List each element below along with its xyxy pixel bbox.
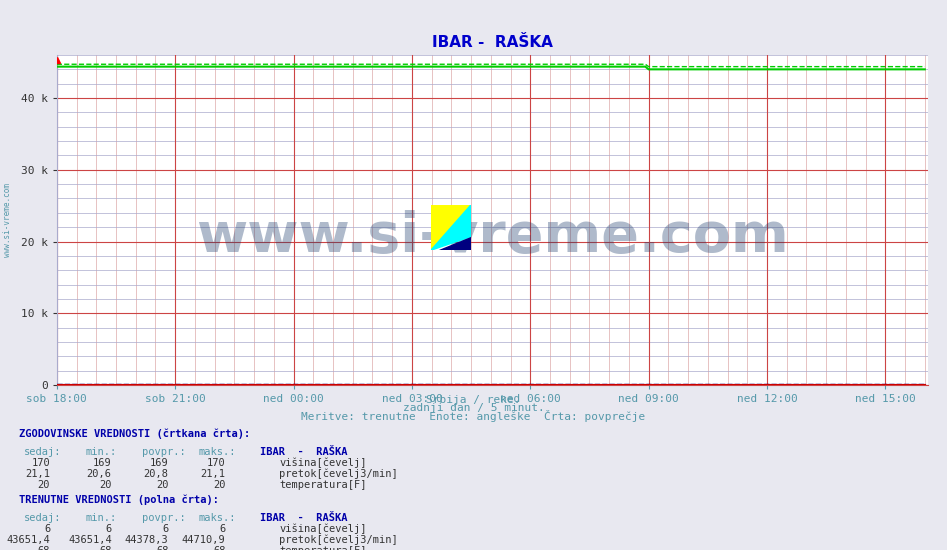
Text: 6: 6 — [44, 524, 50, 534]
Text: 44378,3: 44378,3 — [125, 535, 169, 545]
Text: 20: 20 — [156, 480, 169, 490]
Text: 169: 169 — [93, 458, 112, 468]
Text: Srbija / reke.: Srbija / reke. — [426, 394, 521, 405]
Text: 43651,4: 43651,4 — [7, 535, 50, 545]
Polygon shape — [431, 205, 471, 250]
Text: 6: 6 — [219, 524, 225, 534]
Text: maks.:: maks.: — [199, 447, 237, 457]
Text: 21,1: 21,1 — [201, 469, 225, 479]
Text: 43651,4: 43651,4 — [68, 535, 112, 545]
Text: 68: 68 — [213, 546, 225, 550]
Polygon shape — [431, 205, 471, 250]
Text: 6: 6 — [162, 524, 169, 534]
Text: maks.:: maks.: — [199, 513, 237, 523]
Text: TRENUTNE VREDNOSTI (polna črta):: TRENUTNE VREDNOSTI (polna črta): — [19, 495, 219, 505]
Text: 20: 20 — [99, 480, 112, 490]
Text: temperatura[F]: temperatura[F] — [279, 546, 366, 550]
Text: temperatura[F]: temperatura[F] — [279, 480, 366, 490]
Text: 170: 170 — [31, 458, 50, 468]
Text: www.si-vreme.com: www.si-vreme.com — [3, 183, 12, 257]
Text: IBAR  -  RAŠKA: IBAR - RAŠKA — [260, 513, 348, 523]
Text: 44710,9: 44710,9 — [182, 535, 225, 545]
Text: 20,6: 20,6 — [87, 469, 112, 479]
Text: 170: 170 — [206, 458, 225, 468]
Text: sedaj:: sedaj: — [24, 513, 62, 523]
Text: 68: 68 — [38, 546, 50, 550]
Text: IBAR  -  RAŠKA: IBAR - RAŠKA — [260, 447, 348, 457]
Text: 68: 68 — [99, 546, 112, 550]
Text: 20,8: 20,8 — [144, 469, 169, 479]
Text: 20: 20 — [38, 480, 50, 490]
Text: pretok[čevelj3/min]: pretok[čevelj3/min] — [279, 469, 398, 479]
Text: 68: 68 — [156, 546, 169, 550]
Text: višina[čevelj]: višina[čevelj] — [279, 458, 366, 468]
Polygon shape — [438, 236, 471, 250]
Text: pretok[čevelj3/min]: pretok[čevelj3/min] — [279, 535, 398, 545]
Title: IBAR -  RAŠKA: IBAR - RAŠKA — [432, 35, 553, 50]
Text: višina[čevelj]: višina[čevelj] — [279, 524, 366, 534]
Text: zadnji dan / 5 minut.: zadnji dan / 5 minut. — [402, 403, 545, 414]
Text: Meritve: trenutne  Enote: angleške  Črta: povprečje: Meritve: trenutne Enote: angleške Črta: … — [301, 410, 646, 422]
Text: ZGODOVINSKE VREDNOSTI (črtkana črta):: ZGODOVINSKE VREDNOSTI (črtkana črta): — [19, 429, 250, 439]
Text: 169: 169 — [150, 458, 169, 468]
Text: povpr.:: povpr.: — [142, 447, 186, 457]
Text: 21,1: 21,1 — [26, 469, 50, 479]
Text: 6: 6 — [105, 524, 112, 534]
Text: 20: 20 — [213, 480, 225, 490]
Text: www.si-vreme.com: www.si-vreme.com — [196, 210, 789, 263]
Text: povpr.:: povpr.: — [142, 513, 186, 523]
Text: min.:: min.: — [85, 447, 116, 457]
Text: sedaj:: sedaj: — [24, 447, 62, 457]
Text: min.:: min.: — [85, 513, 116, 523]
